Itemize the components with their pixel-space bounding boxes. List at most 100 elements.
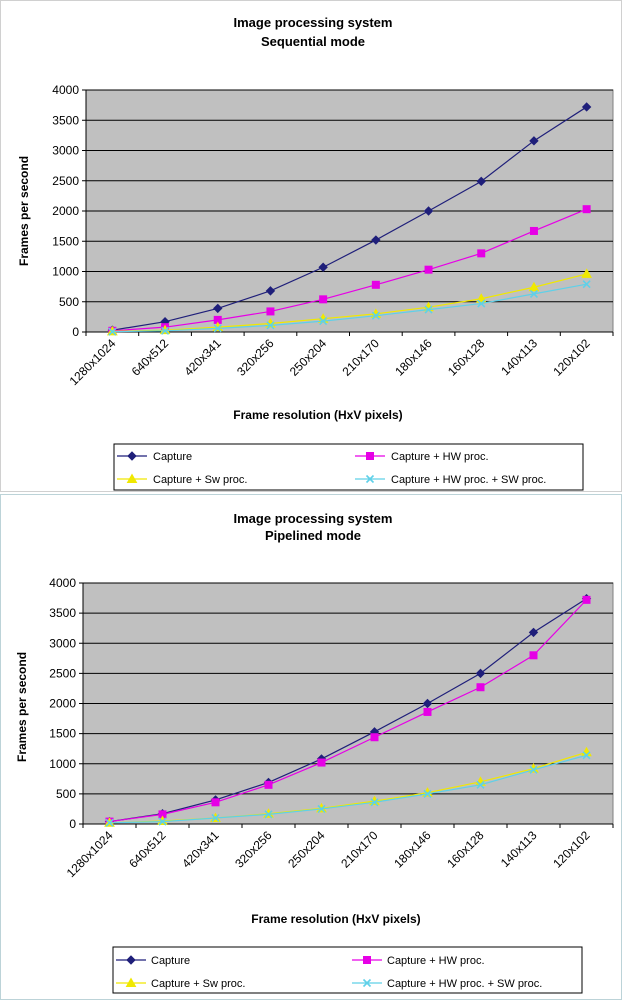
data-point	[424, 265, 433, 274]
data-point	[582, 751, 591, 760]
y-tick-label: 0	[72, 325, 79, 339]
data-point	[423, 707, 432, 716]
legend-label-3: Capture + HW proc. + SW proc.	[387, 978, 542, 990]
data-point	[581, 268, 593, 278]
x-tick-label: 160x128	[444, 828, 487, 871]
data-point	[529, 136, 539, 146]
x-tick-label: 250x204	[287, 336, 330, 379]
data-point	[213, 303, 223, 314]
x-tick-label: 180x146	[391, 828, 434, 871]
series-3	[105, 751, 591, 827]
data-point	[581, 102, 592, 112]
data-point	[477, 299, 486, 308]
y-tick-label: 3000	[49, 636, 76, 650]
x-tick-label: 180x146	[392, 336, 435, 379]
data-point	[126, 473, 138, 483]
series-line	[109, 598, 587, 823]
data-point	[319, 295, 328, 304]
data-point	[529, 651, 538, 660]
data-point	[477, 249, 486, 258]
data-point	[582, 280, 591, 289]
y-tick-label: 1500	[49, 727, 76, 741]
series-line	[112, 283, 587, 333]
y-tick-label: 4000	[52, 83, 79, 97]
x-tick-label: 1280x1024	[64, 828, 116, 880]
data-point	[371, 311, 380, 320]
data-point	[476, 683, 485, 692]
chart-title: Image processing system	[234, 15, 393, 30]
y-axis-label: Frames per second	[15, 652, 29, 762]
x-axis-label: Frame resolution (HxV pixels)	[233, 408, 402, 422]
data-point	[370, 798, 379, 807]
data-point	[582, 205, 591, 214]
legend-label-1: Capture + HW proc.	[391, 451, 489, 463]
x-tick-label: 420x341	[181, 336, 224, 379]
y-tick-label: 1500	[52, 234, 79, 248]
data-point	[265, 286, 276, 296]
legend-box	[113, 443, 584, 491]
x-tick-label: 1280x1024	[67, 336, 119, 388]
y-tick-label: 3000	[52, 144, 79, 158]
legend-box	[112, 946, 583, 994]
data-point	[423, 789, 432, 798]
x-tick-label: 140x113	[498, 828, 540, 870]
data-point	[363, 956, 371, 964]
data-point	[476, 780, 485, 789]
data-point	[158, 817, 167, 826]
x-tick-label: 120x102	[550, 828, 593, 871]
y-tick-label: 2500	[52, 174, 79, 188]
data-point	[126, 955, 136, 965]
plot-area-group: 0 500 1000 1500 2000 2500 3000 3500 4000 1280x102…	[52, 83, 614, 388]
x-tick-label: 420x341	[179, 828, 222, 871]
y-tick-label: 0	[69, 817, 76, 831]
y-tick-label: 500	[56, 787, 76, 801]
data-point	[424, 305, 433, 314]
series-line	[112, 273, 587, 332]
y-axis-label: Frames per second	[17, 156, 31, 266]
y-tick-label: 500	[59, 295, 79, 309]
series-line	[109, 599, 587, 823]
legend-label-2: Capture + Sw proc.	[151, 978, 245, 990]
data-point	[105, 818, 114, 827]
data-point	[371, 235, 381, 245]
x-tick-label: 320x256	[234, 336, 277, 379]
data-point	[264, 810, 273, 819]
data-point	[317, 804, 326, 814]
series-3	[108, 280, 591, 336]
y-tick-label: 4000	[49, 576, 76, 590]
data-point	[160, 326, 170, 335]
chart-sequential: 0 500 1000 1500 2000 2500 3000 3500 4000 1280x102…	[17, 15, 614, 491]
data-point	[365, 474, 375, 484]
y-tick-label: 1000	[49, 757, 76, 771]
data-point	[319, 317, 328, 326]
data-point	[127, 451, 137, 461]
legend	[113, 443, 584, 491]
x-tick-label: 250x204	[285, 828, 328, 871]
data-point	[211, 798, 220, 807]
legend-label-1: Capture + HW proc.	[387, 955, 485, 967]
chart-subtitle: Pipelined mode	[265, 528, 361, 543]
data-point	[125, 977, 137, 987]
chart-panel-sequential: 0 500 1000 1500 2000 2500 3000 3500 4000 1280x102…	[0, 0, 622, 492]
data-point	[108, 327, 117, 336]
series-line	[109, 754, 587, 824]
y-tick-label: 3500	[52, 113, 79, 127]
data-point	[529, 765, 538, 774]
legend-label-3: Capture + HW proc. + SW proc.	[391, 474, 546, 486]
x-tick-label: 640x512	[126, 828, 169, 871]
data-point	[529, 289, 539, 298]
data-point	[366, 452, 374, 460]
legend-label-0: Capture	[153, 451, 192, 463]
y-tick-label: 2000	[52, 204, 79, 218]
data-point	[318, 262, 328, 272]
data-point	[529, 226, 538, 235]
x-tick-label: 210x170	[340, 336, 383, 379]
y-tick-label: 1000	[52, 265, 79, 279]
x-tick-label: 640x512	[129, 336, 172, 379]
data-point	[264, 780, 273, 789]
x-tick-label: 320x256	[232, 828, 275, 871]
x-tick-label: 210x170	[338, 828, 381, 871]
data-point	[213, 324, 222, 333]
data-point	[423, 206, 434, 216]
y-tick-label: 3500	[49, 606, 76, 620]
